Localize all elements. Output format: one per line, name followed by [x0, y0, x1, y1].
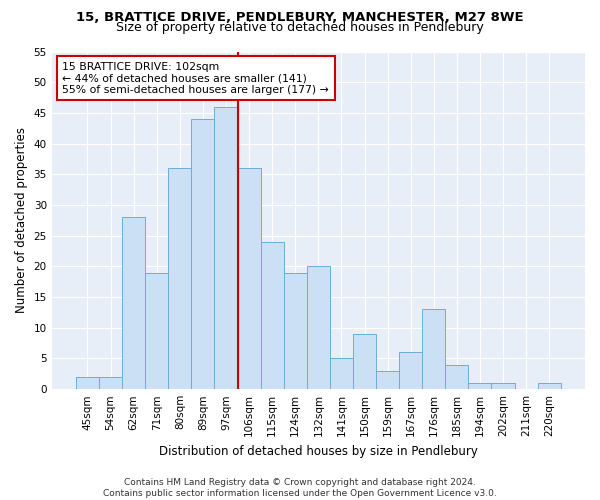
Bar — [491, 383, 515, 389]
Bar — [353, 334, 376, 389]
Bar — [145, 272, 168, 389]
Bar — [422, 310, 445, 389]
Bar — [214, 107, 238, 389]
Bar — [307, 266, 330, 389]
Bar — [99, 377, 122, 389]
Text: 15, BRATTICE DRIVE, PENDLEBURY, MANCHESTER, M27 8WE: 15, BRATTICE DRIVE, PENDLEBURY, MANCHEST… — [76, 11, 524, 24]
Bar — [122, 218, 145, 389]
Text: 15 BRATTICE DRIVE: 102sqm
← 44% of detached houses are smaller (141)
55% of semi: 15 BRATTICE DRIVE: 102sqm ← 44% of detac… — [62, 62, 329, 95]
Bar — [538, 383, 561, 389]
Bar — [445, 364, 469, 389]
Bar — [376, 371, 399, 389]
Bar — [399, 352, 422, 389]
Bar — [168, 168, 191, 389]
X-axis label: Distribution of detached houses by size in Pendlebury: Distribution of detached houses by size … — [159, 444, 478, 458]
Y-axis label: Number of detached properties: Number of detached properties — [15, 128, 28, 314]
Bar — [284, 272, 307, 389]
Text: Contains HM Land Registry data © Crown copyright and database right 2024.
Contai: Contains HM Land Registry data © Crown c… — [103, 478, 497, 498]
Bar — [238, 168, 260, 389]
Bar — [469, 383, 491, 389]
Bar — [330, 358, 353, 389]
Bar — [76, 377, 99, 389]
Bar — [260, 242, 284, 389]
Bar — [191, 119, 214, 389]
Text: Size of property relative to detached houses in Pendlebury: Size of property relative to detached ho… — [116, 22, 484, 35]
